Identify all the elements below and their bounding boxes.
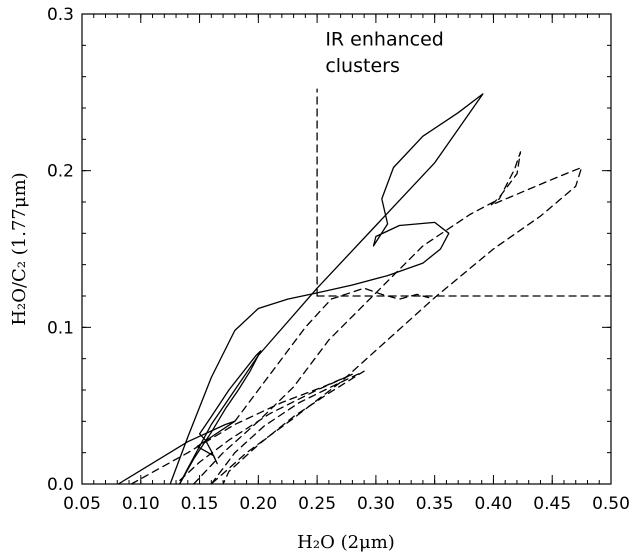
annotation-layer: IR enhanced clusters — [325, 28, 444, 77]
y-tick-label: 0.1 — [47, 318, 74, 338]
annotation-line-0: IR enhanced — [325, 28, 444, 50]
y-tick-label: 0.0 — [47, 475, 74, 495]
y-tick-label: 0.2 — [47, 162, 74, 182]
y-tick-label: 0.3 — [47, 5, 74, 25]
series-layer — [117, 88, 612, 485]
dashed-track-7 — [234, 287, 430, 422]
plot-frame — [81, 13, 612, 485]
solid-track-1 — [169, 93, 484, 485]
x-tick-label: 0.05 — [63, 494, 101, 514]
dashed-track-4 — [130, 373, 354, 485]
x-tick-label: 0.50 — [592, 494, 630, 514]
x-tick-label: 0.35 — [416, 494, 454, 514]
x-axis-label: H₂O (2μm) — [297, 532, 395, 552]
x-tick-label: 0.30 — [357, 494, 395, 514]
x-tick-label: 0.45 — [533, 494, 571, 514]
x-tick-label: 0.25 — [298, 494, 336, 514]
annotation-line-1: clusters — [325, 55, 400, 77]
y-axis-label: H₂O/C₂ (1.77μm) — [9, 172, 30, 325]
x-tick-label: 0.15 — [181, 494, 219, 514]
x-tick-label: 0.10 — [122, 494, 160, 514]
axis-ticks: 0.05 0.10 0.15 0.20 0.25 0.30 0.35 0.40 0.45 0.50… — [47, 5, 630, 514]
dashed-track-2 — [193, 151, 583, 485]
dashed-track-3 — [210, 370, 365, 485]
solid-track-0 — [117, 350, 262, 485]
x-tick-label: 0.40 — [475, 494, 513, 514]
x-tick-label: 0.20 — [239, 494, 277, 514]
